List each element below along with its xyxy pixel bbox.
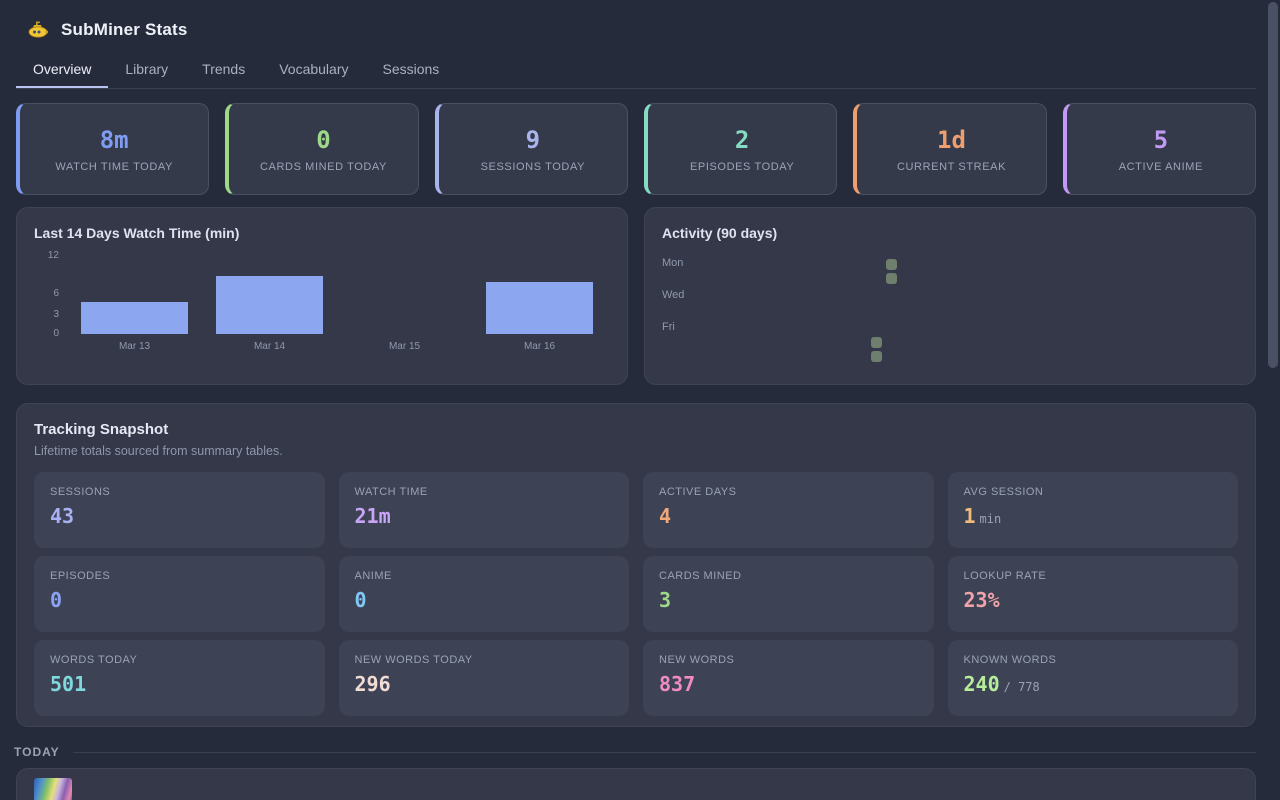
x-axis-tick: Mar 13 [118, 341, 151, 352]
tile-episodes: EPISODES 0 [34, 556, 325, 632]
stat-value: 2 [734, 125, 750, 154]
heatmap-row-label-wed: Wed [662, 289, 685, 301]
bar-mar-13 [81, 301, 188, 334]
tracking-snapshot-panel: Tracking Snapshot Lifetime totals source… [16, 403, 1256, 727]
y-axis-tick: 3 [53, 309, 59, 320]
bar-chart-plot-area [67, 256, 607, 334]
stat-label: EPISODES TODAY [689, 160, 795, 173]
tile-cards-mined: CARDS MINED 3 [643, 556, 934, 632]
y-axis-tick: 0 [53, 328, 59, 339]
y-axis-tick: 12 [47, 250, 59, 261]
heatmap-active-cell [886, 273, 897, 284]
stat-value: 9 [525, 125, 541, 154]
activity-heatmap: Activity (90 days) Mon Wed Fri [644, 207, 1256, 385]
tab-vocabulary[interactable]: Vocabulary [262, 52, 365, 88]
stat-card-sessions-today: 9 SESSIONS TODAY [434, 103, 628, 195]
scrollbar-thumb[interactable] [1268, 2, 1278, 368]
section-divider [72, 751, 1256, 753]
tile-sessions: SESSIONS 43 [34, 472, 325, 548]
watch-time-bar-chart: Last 14 Days Watch Time (min) 12 6 3 0 M… [16, 207, 628, 385]
heatmap-active-cell [886, 259, 897, 270]
stat-card-cards-mined-today: 0 CARDS MINED TODAY [225, 103, 419, 195]
tile-words-today: WORDS TODAY 501 [34, 640, 325, 716]
app-header: SubMiner Stats [0, 0, 1280, 44]
x-axis-tick: Mar 14 [253, 341, 286, 352]
tracking-title: Tracking Snapshot [34, 421, 169, 438]
tab-bar: Overview Library Trends Vocabulary Sessi… [16, 52, 1256, 89]
y-axis-tick: 6 [53, 288, 59, 299]
bar-mar-14 [216, 275, 323, 334]
tab-trends[interactable]: Trends [185, 52, 262, 88]
x-axis-tick: Mar 15 [388, 341, 421, 352]
page-title: SubMiner Stats [61, 20, 188, 39]
anime-thumbnail[interactable] [34, 778, 72, 800]
tracking-tile-grid: SESSIONS 43 WATCH TIME 21m ACTIVE DAYS 4… [34, 472, 1238, 716]
chart-title: Last 14 Days Watch Time (min) [34, 225, 240, 241]
tab-library[interactable]: Library [108, 52, 185, 88]
tile-new-words: NEW WORDS 837 [643, 640, 934, 716]
stat-label: CARDS MINED TODAY [260, 160, 387, 173]
x-axis-tick: Mar 16 [523, 341, 556, 352]
heatmap-active-cell [871, 337, 882, 348]
heatmap-row-label-fri: Fri [662, 321, 675, 333]
tile-watch-time: WATCH TIME 21m [338, 472, 629, 548]
today-panel [16, 768, 1256, 800]
bar-mar-16 [486, 282, 593, 334]
stat-label: ACTIVE ANIME [1118, 160, 1203, 173]
tile-lookup-rate: LOOKUP RATE 23% [947, 556, 1238, 632]
heatmap-active-cell [871, 351, 882, 362]
submarine-icon [28, 21, 48, 39]
tab-sessions[interactable]: Sessions [366, 52, 457, 88]
tracking-subtitle: Lifetime totals sourced from summary tab… [34, 444, 283, 458]
stat-card-row: 8m WATCH TIME TODAY 0 CARDS MINED TODAY … [16, 103, 1256, 195]
stat-value: 1d [937, 125, 966, 154]
stat-card-watch-time-today: 8m WATCH TIME TODAY [16, 103, 210, 195]
tile-known-words: KNOWN WORDS 240/ 778 [947, 640, 1238, 716]
stat-card-active-anime: 5 ACTIVE ANIME [1062, 103, 1256, 195]
stat-value: 0 [316, 125, 331, 154]
heatmap-title: Activity (90 days) [662, 225, 778, 241]
stat-card-episodes-today: 2 EPISODES TODAY [643, 103, 838, 195]
stat-card-current-streak: 1d CURRENT STREAK [853, 103, 1047, 195]
vertical-scrollbar[interactable] [1266, 0, 1280, 800]
charts-row: Last 14 Days Watch Time (min) 12 6 3 0 M… [16, 207, 1256, 385]
tab-overview[interactable]: Overview [16, 52, 109, 88]
today-section-header: TODAY [14, 744, 1256, 760]
tile-active-days: ACTIVE DAYS 4 [643, 472, 934, 548]
tile-new-words-today: NEW WORDS TODAY 296 [338, 640, 629, 716]
today-label: TODAY [14, 745, 60, 759]
tile-anime: ANIME 0 [338, 556, 629, 632]
x-axis-labels: Mar 13 Mar 14 Mar 15 Mar 16 [67, 341, 607, 352]
stat-value: 8m [99, 125, 129, 154]
stat-label: CURRENT STREAK [896, 160, 1007, 173]
tile-avg-session: AVG SESSION 1 min [947, 472, 1238, 548]
stat-label: SESSIONS TODAY [480, 160, 586, 173]
stat-label: WATCH TIME TODAY [55, 160, 173, 173]
heatmap-row-label-mon: Mon [662, 257, 684, 269]
stat-value: 5 [1153, 125, 1169, 154]
